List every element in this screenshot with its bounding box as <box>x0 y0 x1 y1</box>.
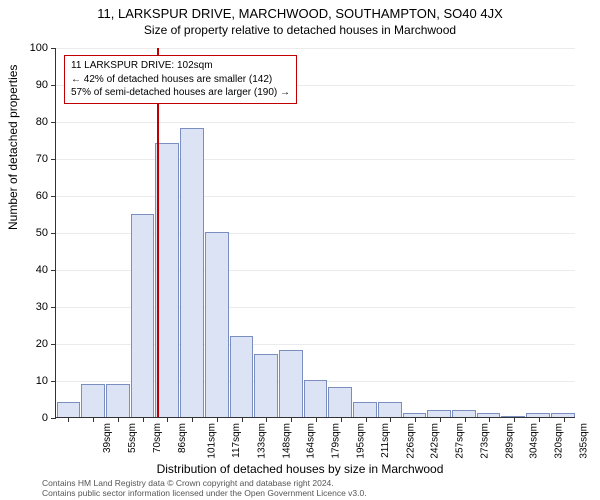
xtick-mark <box>217 417 218 422</box>
xtick-mark <box>489 417 490 422</box>
xtick-label: 164sqm <box>306 423 317 459</box>
xtick-mark <box>291 417 292 422</box>
bar <box>131 214 155 418</box>
xtick-label: 211sqm <box>380 423 391 458</box>
footer-line1: Contains HM Land Registry data © Crown c… <box>42 478 367 488</box>
bar <box>304 380 328 417</box>
xtick-label: 257sqm <box>455 423 466 459</box>
xtick-label: 55sqm <box>127 423 138 453</box>
xtick-mark <box>341 417 342 422</box>
ytick-mark <box>51 270 56 271</box>
xtick-mark <box>440 417 441 422</box>
xtick-mark <box>266 417 267 422</box>
ytick-mark <box>51 233 56 234</box>
xtick-label: 226sqm <box>405 423 416 459</box>
xtick-label: 242sqm <box>430 423 441 459</box>
xtick-mark <box>68 417 69 422</box>
bar <box>452 410 476 417</box>
chart-title-main: 11, LARKSPUR DRIVE, MARCHWOOD, SOUTHAMPT… <box>0 0 600 21</box>
xtick-label: 304sqm <box>529 423 540 459</box>
xtick-mark <box>167 417 168 422</box>
xtick-label: 335sqm <box>578 423 589 459</box>
x-axis-label: Distribution of detached houses by size … <box>0 462 600 476</box>
xtick-label: 179sqm <box>331 423 342 459</box>
ytick-label: 90 <box>18 79 48 91</box>
xtick-mark <box>242 417 243 422</box>
ytick-label: 50 <box>18 227 48 239</box>
ytick-mark <box>51 381 56 382</box>
bar <box>328 387 352 417</box>
bar <box>106 384 130 417</box>
xtick-label: 70sqm <box>152 423 163 453</box>
xtick-mark <box>539 417 540 422</box>
bar <box>57 402 81 417</box>
xtick-mark <box>143 417 144 422</box>
info-box: 11 LARKSPUR DRIVE: 102sqm ← 42% of detac… <box>64 55 297 104</box>
ytick-label: 30 <box>18 301 48 313</box>
ytick-label: 40 <box>18 264 48 276</box>
plot-area: 0102030405060708090100 39sqm55sqm70sqm86… <box>55 48 575 418</box>
xtick-label: 39sqm <box>102 423 113 453</box>
ytick-mark <box>51 85 56 86</box>
ytick-label: 80 <box>18 116 48 128</box>
footer-line2: Contains public sector information licen… <box>42 488 367 498</box>
ytick-mark <box>51 122 56 123</box>
bar <box>427 410 451 417</box>
xtick-label: 273sqm <box>479 423 490 459</box>
ytick-label: 0 <box>18 412 48 424</box>
bar <box>180 128 204 417</box>
xtick-mark <box>366 417 367 422</box>
xtick-mark <box>465 417 466 422</box>
xtick-mark <box>415 417 416 422</box>
ytick-mark <box>51 418 56 419</box>
ytick-label: 20 <box>18 338 48 350</box>
bar <box>279 350 303 417</box>
ytick-mark <box>51 159 56 160</box>
ytick-mark <box>51 344 56 345</box>
bar <box>81 384 105 417</box>
xtick-label: 101sqm <box>207 423 218 459</box>
xtick-mark <box>316 417 317 422</box>
xtick-mark <box>192 417 193 422</box>
xtick-mark <box>564 417 565 422</box>
ytick-label: 60 <box>18 190 48 202</box>
ytick-label: 100 <box>18 42 48 54</box>
info-box-line1: 11 LARKSPUR DRIVE: 102sqm <box>71 59 290 73</box>
bar <box>254 354 278 417</box>
info-box-line3: 57% of semi-detached houses are larger (… <box>71 86 290 100</box>
bar <box>205 232 229 417</box>
info-box-line2: ← 42% of detached houses are smaller (14… <box>71 73 290 87</box>
xtick-label: 195sqm <box>356 423 367 459</box>
xtick-label: 320sqm <box>554 423 565 459</box>
ytick-mark <box>51 196 56 197</box>
ytick-mark <box>51 48 56 49</box>
xtick-mark <box>118 417 119 422</box>
ytick-label: 10 <box>18 375 48 387</box>
xtick-label: 133sqm <box>257 423 268 459</box>
bar <box>230 336 254 417</box>
ytick-mark <box>51 307 56 308</box>
xtick-label: 86sqm <box>177 423 188 453</box>
xtick-label: 148sqm <box>281 423 292 459</box>
xtick-mark <box>514 417 515 422</box>
xtick-mark <box>93 417 94 422</box>
bar <box>378 402 402 417</box>
footer-attribution: Contains HM Land Registry data © Crown c… <box>42 478 367 498</box>
xtick-label: 117sqm <box>231 423 242 458</box>
xtick-mark <box>390 417 391 422</box>
ytick-label: 70 <box>18 153 48 165</box>
bar <box>353 402 377 417</box>
chart-title-sub: Size of property relative to detached ho… <box>0 21 600 37</box>
xtick-label: 289sqm <box>504 423 515 459</box>
